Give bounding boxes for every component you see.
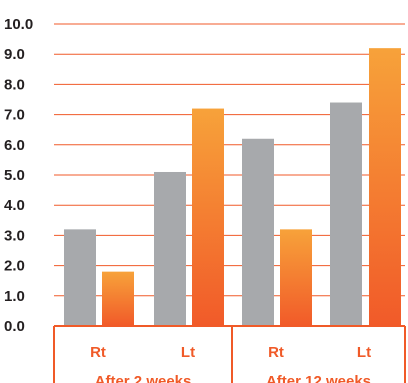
bars <box>64 48 401 327</box>
x-category-label: Rt <box>90 344 106 361</box>
bar-orange <box>280 229 312 326</box>
axis-labels: 0.0 1.0 2.0 3.0 4.0 5.0 6.0 7.0 8.0 9.0 10.0 Rt Lt Rt… <box>4 16 371 383</box>
y-tick-label: 3.0 <box>4 227 25 244</box>
y-tick-label: 8.0 <box>4 76 25 93</box>
y-tick-label: 7.0 <box>4 107 25 124</box>
y-tick-label: 4.0 <box>4 197 25 214</box>
bar-orange <box>192 108 224 326</box>
x-category-label: Rt <box>268 344 284 361</box>
bar-orange <box>102 271 134 326</box>
bar-gray <box>64 229 96 326</box>
y-tick-label: 9.0 <box>4 46 25 63</box>
bar-gray <box>330 102 362 327</box>
x-group-label: After 12 weeks <box>266 373 371 383</box>
y-tick-label: 10.0 <box>4 16 33 33</box>
bar-orange <box>369 48 401 326</box>
y-tick-label: 2.0 <box>4 258 25 275</box>
category-frame <box>53 325 406 383</box>
y-tick-label: 5.0 <box>4 167 25 184</box>
y-tick-label: 1.0 <box>4 288 25 305</box>
x-category-label: Lt <box>181 344 195 361</box>
y-tick-label: 0.0 <box>4 318 25 335</box>
bar-gray <box>154 171 186 326</box>
x-category-label: Lt <box>357 344 371 361</box>
bar-gray <box>242 138 274 326</box>
y-tick-label: 6.0 <box>4 137 25 154</box>
x-group-label: After 2 weeks <box>95 373 192 383</box>
